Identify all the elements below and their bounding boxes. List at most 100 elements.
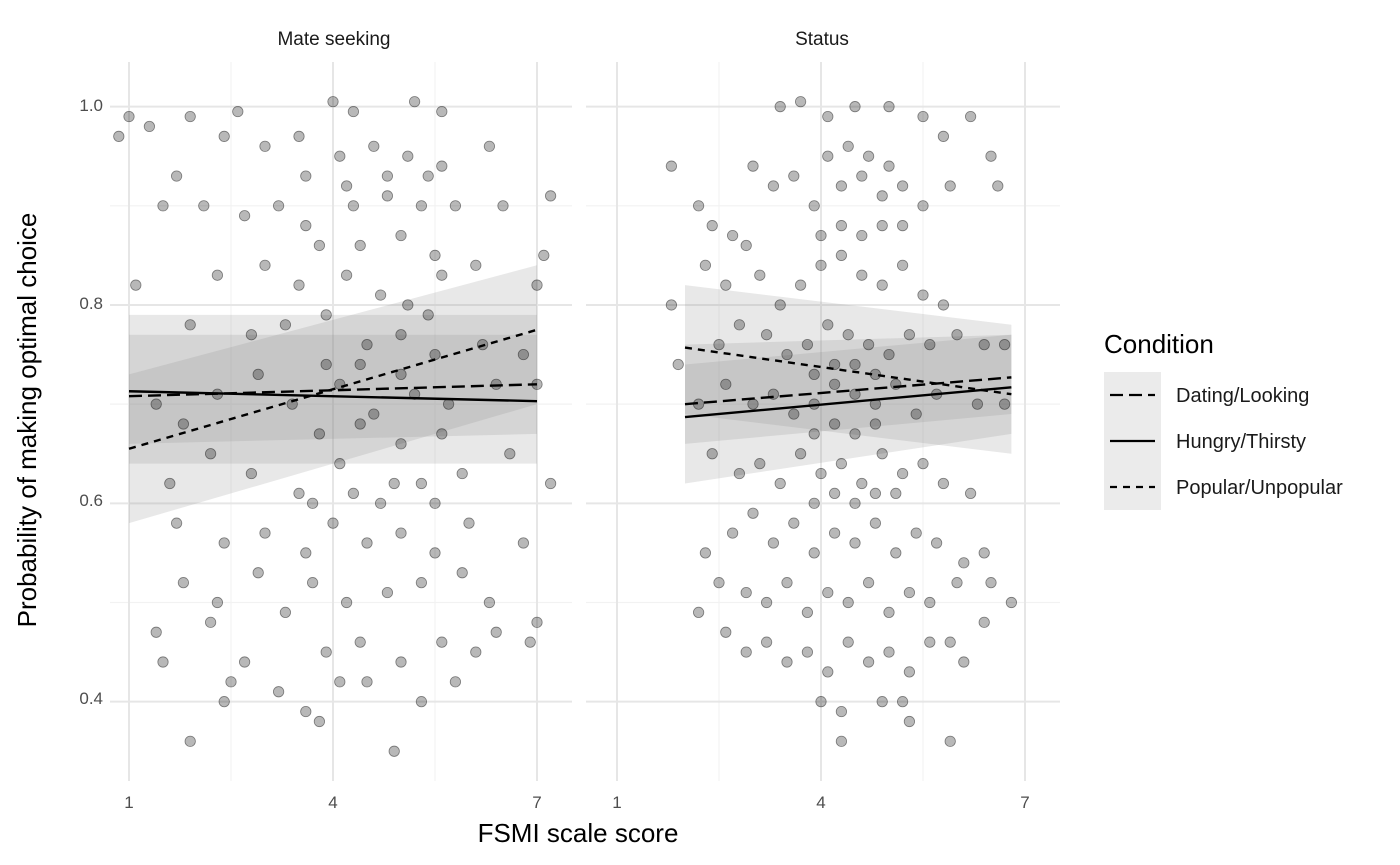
x-axis-right: 1 4 7 <box>612 793 1029 812</box>
data-point <box>842 140 854 152</box>
data-point <box>760 636 773 648</box>
data-point <box>395 229 407 242</box>
data-point <box>449 200 461 212</box>
data-point <box>924 596 936 609</box>
data-point <box>340 269 353 281</box>
data-point <box>754 269 766 281</box>
data-point <box>794 279 807 291</box>
data-point <box>361 676 373 688</box>
data-point <box>774 299 786 311</box>
data-point <box>828 487 841 499</box>
data-point <box>835 249 848 261</box>
data-point <box>198 200 210 212</box>
data-point <box>754 458 766 470</box>
data-point <box>252 567 264 579</box>
data-point <box>808 497 820 509</box>
data-point <box>279 319 291 331</box>
data-point <box>903 586 916 599</box>
fit-line <box>128 328 538 450</box>
data-point <box>293 130 305 142</box>
data-point <box>354 239 366 252</box>
data-point <box>408 96 421 108</box>
fit-line <box>684 376 1012 406</box>
data-point <box>327 96 339 108</box>
data-point <box>381 586 393 599</box>
data-point <box>334 150 346 162</box>
data-point <box>801 606 814 619</box>
data-point <box>429 348 441 361</box>
data-point <box>937 130 950 142</box>
data-point <box>740 586 752 599</box>
data-point <box>259 140 271 152</box>
fit-line <box>684 346 1012 396</box>
data-point <box>395 527 407 539</box>
data-point <box>733 467 746 480</box>
data-point <box>971 398 984 410</box>
data-point <box>720 378 732 390</box>
facet-panel <box>586 62 1060 781</box>
data-point <box>1005 596 1018 609</box>
data-point <box>436 269 448 281</box>
data-point <box>320 358 332 371</box>
data-point <box>713 577 725 589</box>
data-point <box>856 477 868 490</box>
data-point <box>815 229 827 242</box>
data-point <box>225 676 237 688</box>
data-point <box>300 170 312 182</box>
data-point <box>706 448 718 460</box>
data-point <box>150 398 162 410</box>
data-point <box>361 339 373 351</box>
data-point <box>293 279 305 291</box>
data-point <box>794 448 807 460</box>
data-point <box>422 309 434 321</box>
data-point <box>849 537 861 549</box>
data-point <box>828 358 841 371</box>
data-point <box>903 329 916 341</box>
data-point <box>815 696 827 708</box>
data-point <box>917 458 929 470</box>
data-point <box>944 180 956 192</box>
data-point <box>334 676 346 688</box>
data-point <box>368 140 380 152</box>
data-point <box>157 200 169 212</box>
data-point <box>354 636 366 648</box>
data-point <box>300 705 312 718</box>
data-point <box>422 170 434 182</box>
data-point <box>381 190 393 202</box>
data-point <box>964 487 977 499</box>
data-point <box>883 646 895 658</box>
data-point <box>143 120 155 133</box>
x-tick-label: 1 <box>124 793 133 812</box>
data-point <box>842 329 854 341</box>
data-point <box>903 715 916 728</box>
data-point <box>245 467 257 480</box>
x-tick-label: 4 <box>816 793 825 812</box>
data-point <box>456 467 468 480</box>
data-point <box>828 378 841 390</box>
data-point <box>239 656 251 668</box>
data-point <box>395 438 407 450</box>
data-point <box>130 279 142 291</box>
data-point <box>760 596 773 609</box>
data-point <box>720 279 732 291</box>
facet-panel <box>110 62 572 781</box>
data-point <box>856 229 868 242</box>
x-tick-label: 1 <box>612 793 621 812</box>
data-point <box>218 537 230 549</box>
data-point <box>340 180 353 192</box>
data-point <box>517 348 530 361</box>
x-tick-label: 4 <box>328 793 337 812</box>
data-point <box>917 289 929 301</box>
data-point <box>740 646 752 658</box>
data-point <box>483 596 495 609</box>
data-point <box>320 646 332 658</box>
data-point <box>835 735 848 747</box>
data-point <box>958 557 970 569</box>
data-point <box>306 577 319 589</box>
data-point <box>726 229 739 242</box>
data-point <box>157 656 169 668</box>
data-point <box>781 577 793 589</box>
data-point <box>822 319 834 331</box>
data-point <box>334 458 346 470</box>
data-point <box>395 368 407 380</box>
